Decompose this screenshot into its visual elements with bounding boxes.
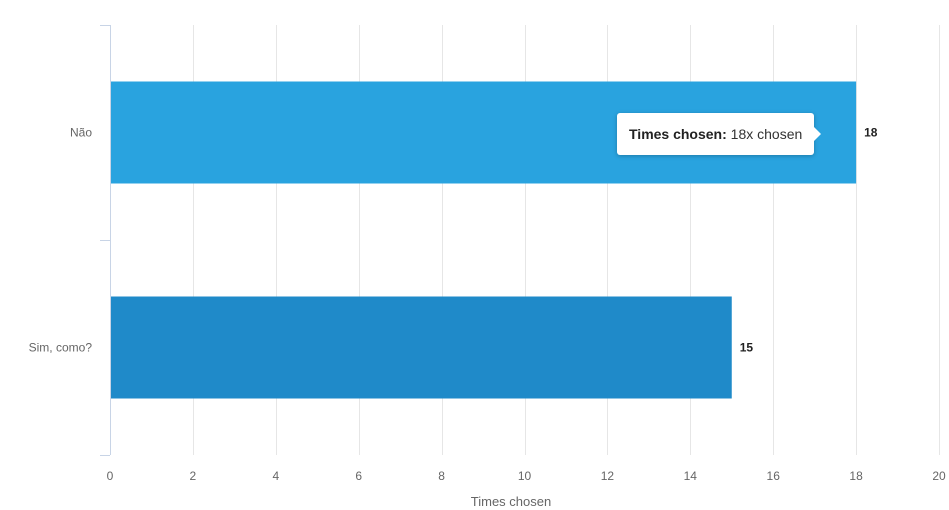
category-labels: Não Sim, como?: [29, 126, 93, 355]
x-tick-label: 8: [438, 469, 445, 483]
tooltip-key: Times chosen:: [629, 126, 727, 142]
bar[interactable]: [111, 296, 732, 399]
x-tick-label: 12: [601, 469, 615, 483]
x-axis-title: Times chosen: [471, 494, 551, 509]
y-axis: [100, 25, 111, 456]
x-tick-labels: 0 2 4 6 8 10 12 14 16 18 20: [107, 469, 946, 483]
x-tick-label: 2: [190, 469, 197, 483]
x-tick-label: 10: [518, 469, 532, 483]
x-tick-label: 0: [107, 469, 114, 483]
tooltip-arrow: [814, 127, 822, 141]
x-tick-label: 16: [767, 469, 781, 483]
data-label: 18: [864, 126, 878, 140]
bar-tooltip: Times chosen: 18x chosen: [617, 113, 822, 155]
x-tick-label: 4: [272, 469, 279, 483]
category-label: Não: [70, 126, 92, 140]
tooltip-value: 18x chosen: [730, 126, 803, 142]
x-tick-label: 20: [932, 469, 946, 483]
x-tick-label: 14: [684, 469, 698, 483]
x-tick-label: 18: [849, 469, 863, 483]
data-label: 15: [740, 341, 754, 355]
x-tick-label: 6: [355, 469, 362, 483]
category-label: Sim, como?: [29, 341, 93, 355]
